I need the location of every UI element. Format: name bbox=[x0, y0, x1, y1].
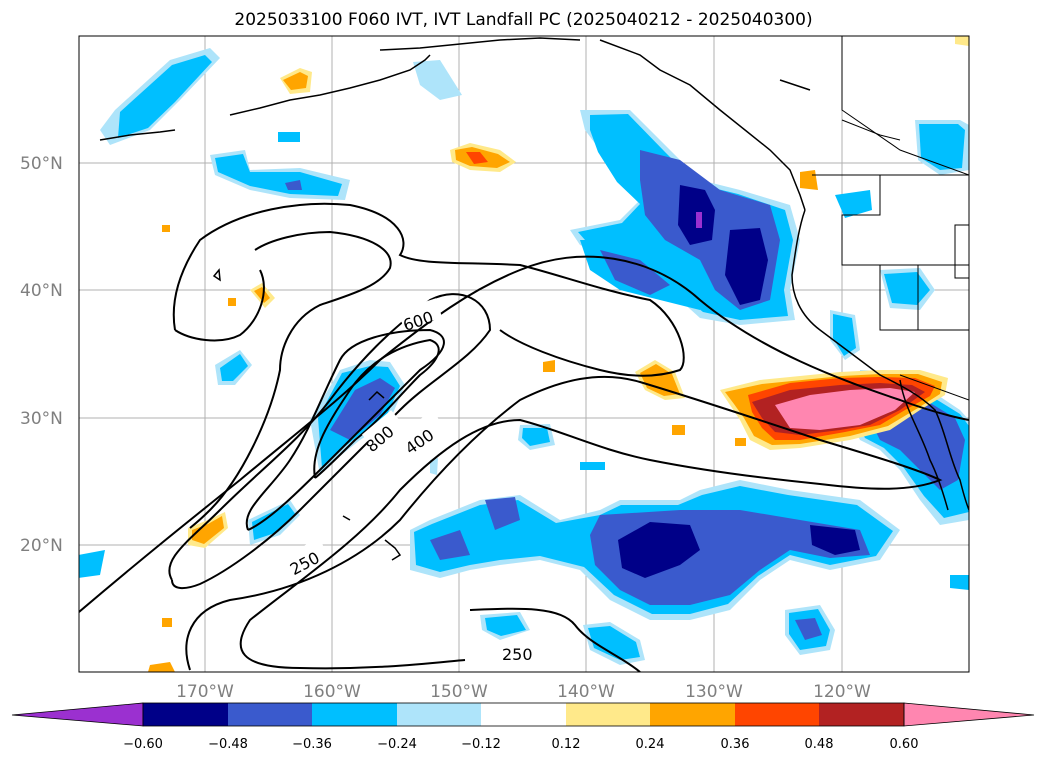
map-frame bbox=[78, 35, 970, 673]
ivt-contours bbox=[79, 202, 969, 672]
lon-label-170w: 170°W bbox=[176, 682, 234, 702]
colorbar-bin bbox=[228, 703, 312, 726]
colorbar-tick: −0.48 bbox=[208, 737, 248, 752]
lat-label-40n: 40°N bbox=[20, 281, 63, 301]
colorbar-bin bbox=[819, 703, 904, 726]
lat-label-50n: 50°N bbox=[20, 154, 63, 174]
colorbar-tick: 0.24 bbox=[635, 737, 665, 752]
political-borders bbox=[812, 36, 969, 401]
colorbar-bin bbox=[143, 703, 228, 726]
lat-label-20n: 20°N bbox=[20, 536, 63, 556]
colorbar-tick: −0.36 bbox=[292, 737, 332, 752]
colorbar-bin bbox=[650, 703, 735, 726]
colorbar-bin bbox=[481, 703, 566, 726]
colorbar-arrow-right bbox=[903, 702, 1035, 727]
lon-label-140w: 140°W bbox=[557, 682, 615, 702]
lon-label-160w: 160°W bbox=[303, 682, 361, 702]
lon-label-130w: 130°W bbox=[685, 682, 743, 702]
colorbar-bin bbox=[312, 703, 397, 726]
colorbar-tick: 0.60 bbox=[889, 737, 919, 752]
colorbar-tick: −0.60 bbox=[123, 737, 163, 752]
contour-label-250b: 250 bbox=[502, 645, 533, 664]
lon-label-150w: 150°W bbox=[430, 682, 488, 702]
colorbar-tick: 0.36 bbox=[720, 737, 750, 752]
colorbar-arrow-left bbox=[11, 702, 144, 727]
colorbar-tick: −0.12 bbox=[461, 737, 501, 752]
colorbar bbox=[11, 702, 1035, 727]
colorbar-tick: −0.24 bbox=[377, 737, 417, 752]
map-title: 2025033100 F060 IVT, IVT Landfall PC (20… bbox=[234, 10, 813, 30]
lat-label-30n: 30°N bbox=[20, 409, 63, 429]
lon-label-120w: 120°W bbox=[813, 682, 871, 702]
colorbar-bin bbox=[735, 703, 819, 726]
coastlines bbox=[99, 37, 969, 561]
negative-pc-regions bbox=[79, 48, 969, 665]
colorbar-bin bbox=[397, 703, 481, 726]
colorbar-tick: 0.48 bbox=[804, 737, 834, 752]
colorbar-bin bbox=[566, 703, 650, 726]
colorbar-tick: 0.12 bbox=[551, 737, 581, 752]
